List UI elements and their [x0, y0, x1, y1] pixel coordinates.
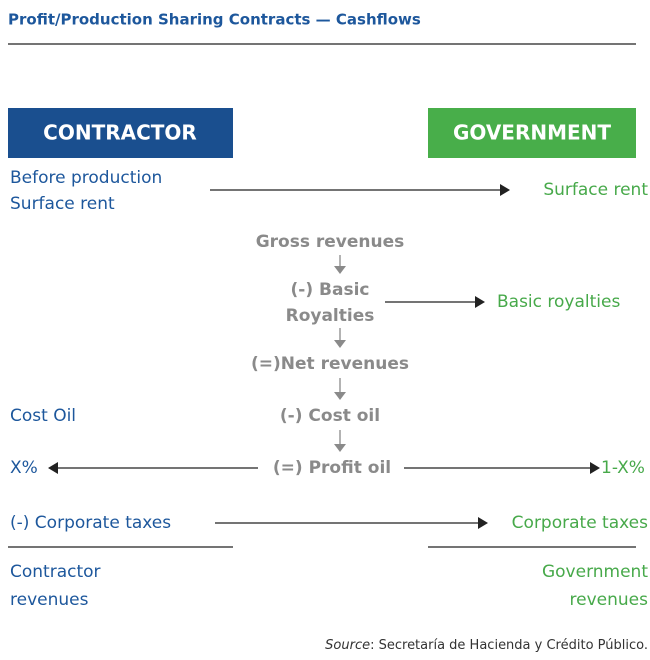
flow-step: (=)Net revenues	[251, 354, 409, 374]
label: Before production	[10, 168, 162, 188]
arrowhead	[334, 266, 346, 274]
contractor-box	[8, 108, 233, 158]
arrowhead	[334, 340, 346, 348]
flow-step: (-) Cost oil	[280, 406, 380, 426]
label: (-) Corporate taxes	[10, 513, 171, 533]
arrowhead	[334, 392, 346, 400]
label: Government	[542, 562, 648, 582]
flow-step: Gross revenues	[256, 232, 405, 252]
arrowhead	[478, 517, 488, 529]
government-box	[428, 108, 636, 158]
flow-step: (-) Basic	[291, 280, 370, 300]
label: revenues	[10, 590, 89, 610]
government-header: GOVERNMENT	[453, 121, 611, 145]
arrowhead	[48, 462, 58, 474]
arrowhead	[334, 444, 346, 452]
contractor-header: CONTRACTOR	[43, 121, 197, 145]
arrowhead	[590, 462, 600, 474]
label: Contractor	[10, 562, 101, 582]
arrowhead	[500, 184, 510, 196]
source-text: : Secretaría de Hacienda y Crédito Públi…	[370, 638, 648, 653]
title: Profit/Production Sharing Contracts — Ca…	[8, 11, 421, 29]
source-label: Source	[325, 638, 370, 653]
label: Corporate taxes	[512, 513, 648, 533]
flow-step: (=) Profit oil	[273, 458, 391, 478]
flow-step: Royalties	[286, 306, 375, 326]
label: Surface rent	[10, 194, 115, 214]
label: 1-X%	[601, 458, 645, 478]
label: X%	[10, 458, 38, 478]
label: Surface rent	[543, 180, 648, 200]
label: revenues	[570, 590, 649, 610]
label: Basic royalties	[497, 292, 620, 312]
arrowhead	[475, 296, 485, 308]
label: Cost Oil	[10, 406, 76, 426]
source: Source: Secretaría de Hacienda y Crédito…	[325, 638, 648, 653]
